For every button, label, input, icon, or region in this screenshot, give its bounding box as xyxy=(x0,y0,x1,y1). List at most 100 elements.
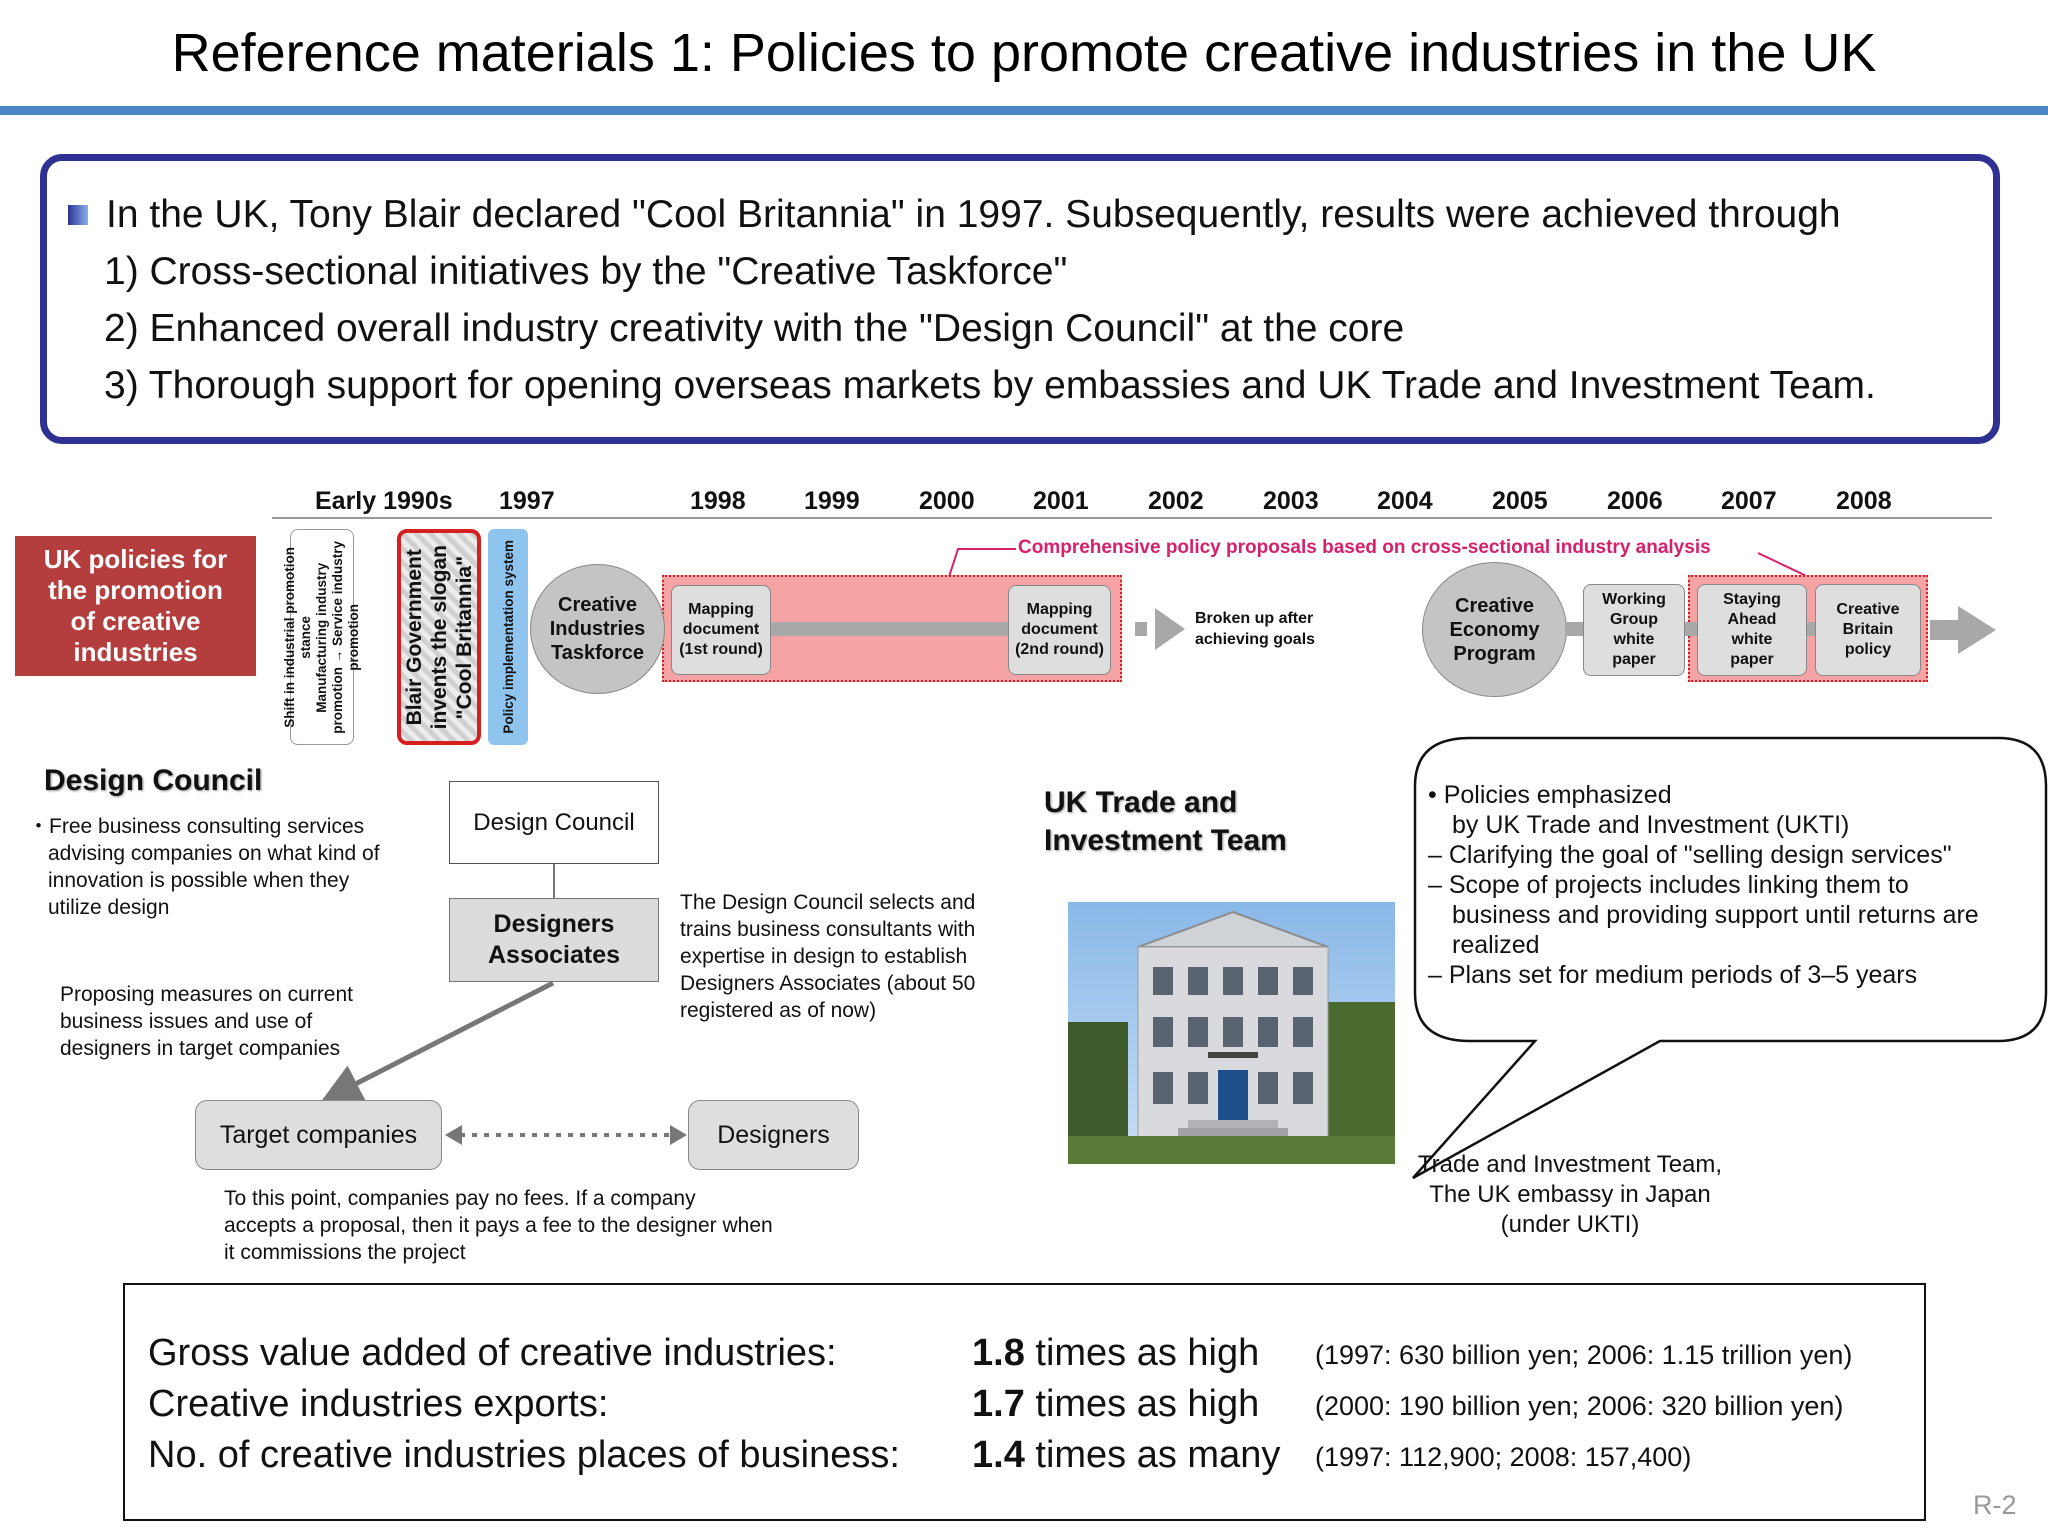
connector xyxy=(1685,622,1699,636)
text-line: it commissions the project xyxy=(224,1241,466,1264)
year-label: 2001 xyxy=(1033,487,1089,515)
text-line: Ahead xyxy=(1727,611,1777,628)
text-line: Broken up after xyxy=(1195,610,1314,627)
text-line: registered as of now) xyxy=(680,999,877,1022)
summary-box xyxy=(40,154,2000,444)
text-line: Mapping xyxy=(1026,601,1093,618)
text-line: document xyxy=(1021,621,1098,638)
small-arrow-stem xyxy=(1135,622,1147,636)
connector xyxy=(1565,622,1585,636)
mapping-document-1: Mapping document (1st round) xyxy=(671,585,771,675)
proposal-description: Proposing measures on current business i… xyxy=(60,981,353,1062)
industrial-shift-box: Shift in industrial promotion stance Man… xyxy=(282,529,361,745)
ukti-policies-callout: • Policies emphasized by UK Trade and In… xyxy=(1428,780,1979,990)
text-line: (1st round) xyxy=(679,641,763,658)
stat-note: (1997: 630 billion yen; 2006: 1.15 trill… xyxy=(1315,1340,1853,1370)
title-divider xyxy=(0,106,2048,115)
creative-taskforce-circle: Creative Industries Taskforce xyxy=(530,564,665,694)
design-council-heading: Design Council xyxy=(44,764,263,797)
year-label: Early 1990s xyxy=(315,487,453,515)
text-line: • Policies emphasized xyxy=(1428,781,1672,809)
text-line: Mapping xyxy=(688,601,754,618)
cool-britannia-box: Blair Government invents the slogan "Coo… xyxy=(397,529,481,745)
page-number: R-2 xyxy=(1973,1490,2017,1520)
text-line: Creative xyxy=(1836,601,1900,618)
year-label: 2006 xyxy=(1607,487,1663,515)
text-line: UK Trade and xyxy=(1044,786,1238,819)
text-line: Designers xyxy=(493,910,615,938)
text-line: policy xyxy=(1844,641,1892,658)
summary-intro: In the UK, Tony Blair declared "Cool Bri… xyxy=(106,193,1841,236)
text-line: Britain xyxy=(1842,621,1894,638)
year-label: 2004 xyxy=(1377,487,1433,515)
text-line: Staying xyxy=(1723,591,1781,608)
ukti-heading: UK Trade and Investment Team xyxy=(1044,784,1287,860)
designers-associates-box: Designers Associates xyxy=(449,898,659,982)
year-label: 2005 xyxy=(1492,487,1548,515)
text-line: accepts a proposal, then it pays a fee t… xyxy=(224,1214,773,1237)
text-line: Associates xyxy=(487,941,621,969)
text-line: Group xyxy=(1609,611,1658,628)
designers-associates-description: The Design Council selects and trains bu… xyxy=(680,889,975,1024)
creative-economy-circle: Creative Economy Program xyxy=(1422,562,1567,697)
year-label: 2008 xyxy=(1836,487,1892,515)
text-line: (2nd round) xyxy=(1015,641,1104,658)
text-line: business issues and use of xyxy=(60,1010,313,1033)
circle-text: Creative Industries Taskforce xyxy=(550,593,646,665)
text-line: white xyxy=(1613,631,1655,648)
text-line: Economy xyxy=(1449,618,1540,641)
speech-callout xyxy=(1412,736,2048,1180)
text-line: designers in target companies xyxy=(60,1037,341,1060)
text-line: advising companies on what kind of xyxy=(48,842,380,865)
stat-note: (2000: 190 billion yen; 2006: 320 billio… xyxy=(1315,1391,1844,1421)
text-line: The Design Council selects and xyxy=(680,891,976,914)
text-line: Investment Team xyxy=(1044,824,1287,857)
results-box xyxy=(123,1283,1926,1521)
stat-label: Creative industries exports: xyxy=(148,1383,609,1425)
summary-point-3: 3) Thorough support for opening overseas… xyxy=(104,364,1876,407)
mapping-connector xyxy=(771,622,1008,636)
text-line: (under UKTI) xyxy=(1500,1211,1640,1238)
arrow-right-icon xyxy=(1958,606,1996,654)
comprehensive-policy-label: Comprehensive policy proposals based on … xyxy=(1018,537,1711,558)
text-line: utilize design xyxy=(48,896,170,919)
stat-unit: times as high xyxy=(1024,1332,1260,1374)
embassy-photo xyxy=(1068,902,1395,1164)
embassy-building-image xyxy=(1068,902,1395,1164)
text-line: Designers Associates (about 50 xyxy=(680,972,976,995)
fee-description: To this point, companies pay no fees. If… xyxy=(224,1185,773,1266)
year-label: 1997 xyxy=(499,487,555,515)
text-line: expertise in design to establish xyxy=(680,945,968,968)
timeline-graphics xyxy=(947,548,1996,654)
year-label: 2000 xyxy=(919,487,975,515)
staying-ahead-box: Staying Ahead white paper xyxy=(1697,584,1807,676)
arrow-right-icon xyxy=(1155,608,1185,650)
design-council-flow xyxy=(321,864,687,1145)
callout-line-left xyxy=(947,548,1016,581)
text-line: – Scope of projects includes linking the… xyxy=(1428,871,1909,899)
stat-number: 1.7 xyxy=(972,1383,1025,1425)
year-label: 2007 xyxy=(1721,487,1777,515)
uk-policies-text: UK policies for the promotion of creativ… xyxy=(43,544,228,667)
stat-value: 1.4 times as many xyxy=(972,1430,1280,1480)
policy-implementation-box: Policy implementation system xyxy=(488,529,528,745)
working-group-box: Working Group white paper xyxy=(1583,584,1685,676)
year-label: 2003 xyxy=(1263,487,1319,515)
text-line: white xyxy=(1731,631,1773,648)
stat-note: (1997: 112,900; 2008: 157,400) xyxy=(1315,1442,1692,1472)
stat-unit: times as high xyxy=(1024,1383,1260,1425)
stat-value: 1.7 times as high xyxy=(972,1379,1259,1429)
stat-label: Gross value added of creative industries… xyxy=(148,1332,837,1374)
broken-up-label: Broken up after achieving goals xyxy=(1195,608,1315,650)
summary-point-1: 1) Cross-sectional initiatives by the "C… xyxy=(104,250,1068,293)
designers-box: Designers xyxy=(688,1100,859,1170)
text-line: Working xyxy=(1602,591,1666,608)
text-line: business and providing support until ret… xyxy=(1452,901,1979,929)
arrow-right-icon xyxy=(670,1125,687,1145)
text-line: Program xyxy=(1453,642,1536,665)
text-line: ・Free business consulting services xyxy=(28,815,365,838)
target-companies-box: Target companies xyxy=(195,1100,442,1170)
text-line: paper xyxy=(1612,651,1656,668)
arrow-left-icon xyxy=(445,1125,462,1145)
text-line: paper xyxy=(1730,651,1774,668)
